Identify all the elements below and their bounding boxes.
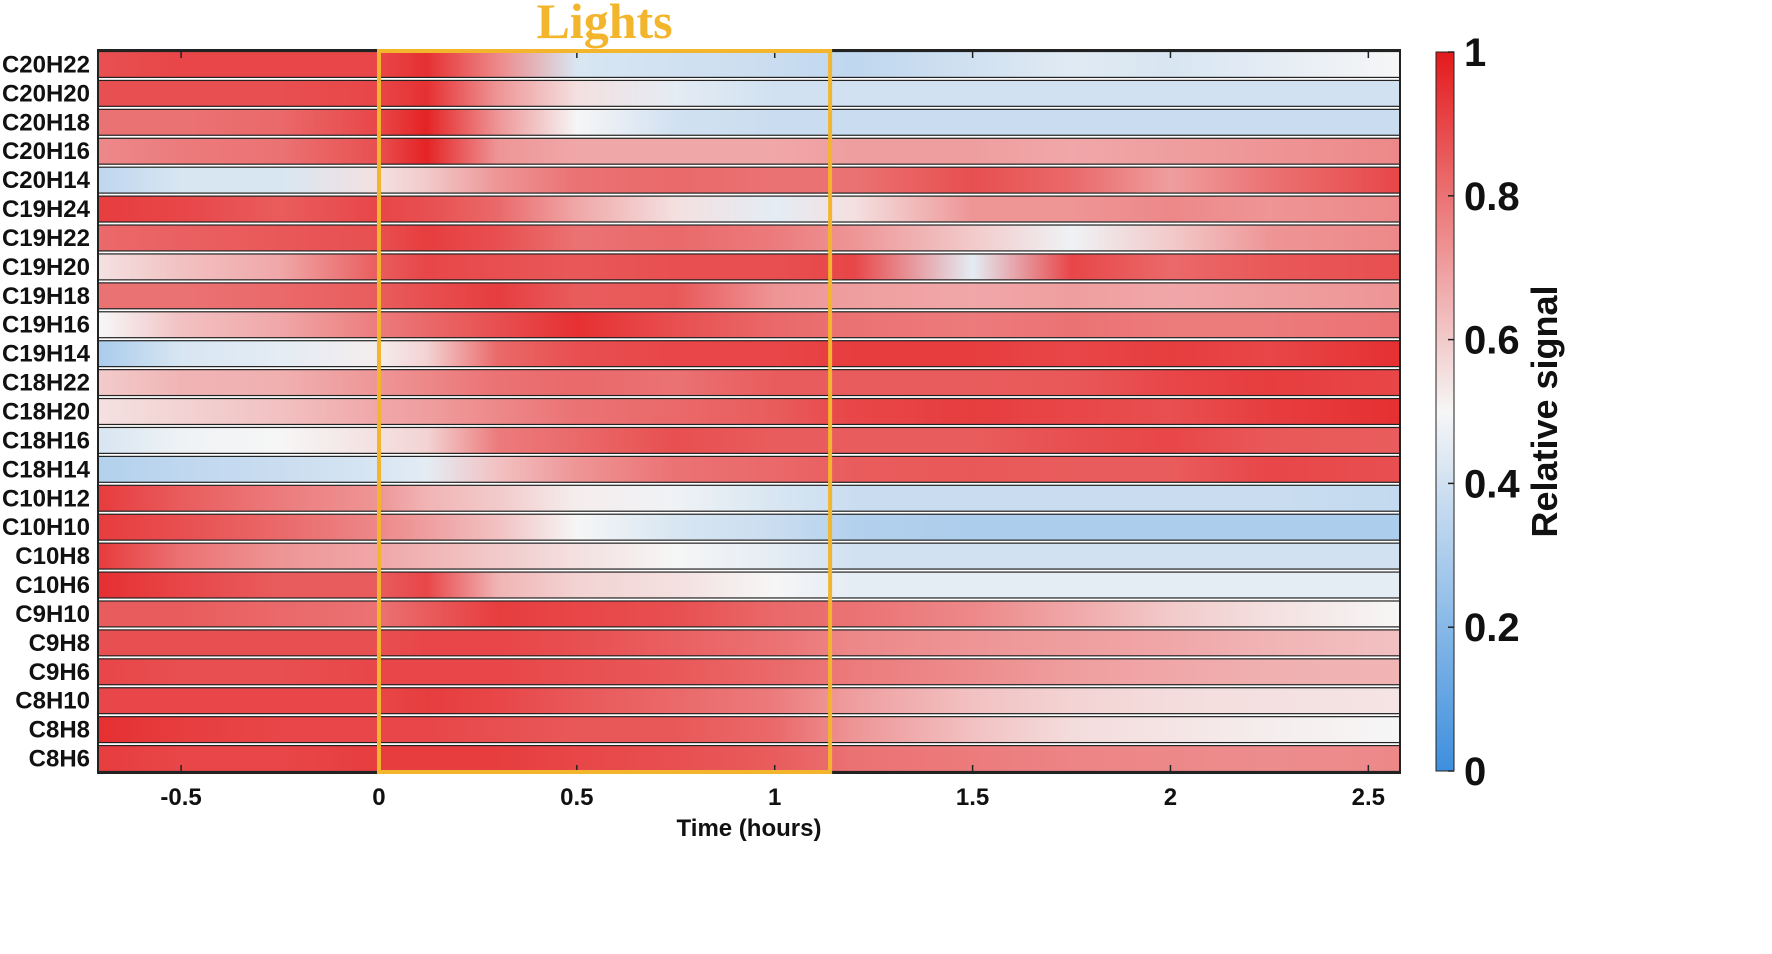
heatmap-row-c19h16 <box>97 311 1401 339</box>
heatmap-row-c19h22 <box>97 224 1401 252</box>
heatmap-row-c20h14 <box>97 166 1401 194</box>
heatmap-row-c9h10 <box>97 600 1401 628</box>
heatmap-row-c19h14 <box>97 340 1401 368</box>
heatmap-row-c19h20 <box>97 253 1401 281</box>
lights-annotation-label: Lights <box>536 0 672 49</box>
row-label: C18H16 <box>2 427 90 454</box>
row-label: C8H10 <box>15 688 90 715</box>
row-label: C19H22 <box>2 225 90 252</box>
heatmap-row-c8h10 <box>97 687 1401 715</box>
row-label: C8H8 <box>29 717 90 744</box>
heatmap-row-c20h20 <box>97 79 1401 107</box>
row-label: C10H10 <box>2 514 90 541</box>
colorbar-tick-label: 0.2 <box>1464 606 1520 650</box>
row-label: C8H6 <box>29 746 90 773</box>
colorbar-tick-label: 1 <box>1464 31 1486 75</box>
x-tick-label: 1 <box>768 784 781 811</box>
row-label: C20H22 <box>2 51 90 78</box>
heatmap-row-c19h18 <box>97 282 1401 310</box>
heatmap-row-c8h8 <box>97 716 1401 744</box>
heatmap-row-c10h12 <box>97 484 1401 512</box>
heatmap-row-c20h18 <box>97 108 1401 136</box>
row-label: C19H24 <box>2 196 91 223</box>
heatmap-row-c10h8 <box>97 542 1401 570</box>
row-label: C18H22 <box>2 370 90 397</box>
heatmap-row-c18h20 <box>97 397 1401 426</box>
colorbar-tick-label: 0 <box>1464 750 1486 794</box>
row-labels: C20H22C20H20C20H18C20H16C20H14C19H24C19H… <box>2 51 91 772</box>
x-tick-label: 0 <box>372 784 385 811</box>
heatmap-row-c8h6 <box>97 744 1401 773</box>
row-label: C19H20 <box>2 254 90 281</box>
row-label: C19H14 <box>2 341 91 368</box>
colorbar-ticks: 0 0.2 0.4 0.6 0.8 1 <box>1448 31 1520 794</box>
heatmap-row-c19h24 <box>97 195 1401 223</box>
row-label: C19H16 <box>2 312 90 339</box>
heatmap-row-c9h6 <box>97 658 1401 686</box>
row-label: C9H6 <box>29 659 90 686</box>
colorbar-tick-label: 0.4 <box>1464 462 1520 506</box>
row-label: C10H12 <box>2 485 90 512</box>
colorbar <box>1435 51 1455 772</box>
heatmap-row-c10h6 <box>97 571 1401 599</box>
row-label: C9H10 <box>15 601 90 628</box>
heatmap-row-c18h14 <box>97 455 1401 483</box>
heatmap-row-c9h8 <box>97 629 1401 657</box>
row-label: C19H18 <box>2 283 90 310</box>
row-label: C10H8 <box>15 543 90 570</box>
colorbar-tick-label: 0.6 <box>1464 319 1520 363</box>
heatmap-row-c20h16 <box>97 137 1401 165</box>
x-tick-label: 2 <box>1164 784 1177 811</box>
colorbar-tick-label: 0.8 <box>1464 175 1520 219</box>
row-label: C18H14 <box>2 456 91 483</box>
x-tick-label: -0.5 <box>160 784 201 811</box>
row-label: C20H18 <box>2 109 90 136</box>
row-label: C10H6 <box>15 572 90 599</box>
row-label: C18H20 <box>2 399 90 426</box>
row-label: C20H20 <box>2 80 90 107</box>
x-tick-label: 2.5 <box>1352 784 1385 811</box>
colorbar-title: Relative signal <box>1524 285 1565 537</box>
x-tick-label: 0.5 <box>560 784 593 811</box>
row-label: C20H16 <box>2 138 90 165</box>
heatmap-row-c18h16 <box>97 426 1401 454</box>
x-axis: -0.5 0 0.5 1 1.5 2 2.5 <box>160 50 1385 811</box>
heatmap-row-c20h22 <box>97 50 1401 79</box>
heatmap-row-c18h22 <box>97 369 1401 397</box>
row-label: C20H14 <box>2 167 91 194</box>
x-tick-label: 1.5 <box>956 784 989 811</box>
lights-annotation-box <box>376 49 833 774</box>
heatmap-rows <box>97 50 1401 773</box>
x-axis-title: Time (hours) <box>677 815 822 842</box>
row-label: C9H8 <box>29 630 90 657</box>
heatmap-row-c10h10 <box>97 513 1401 541</box>
